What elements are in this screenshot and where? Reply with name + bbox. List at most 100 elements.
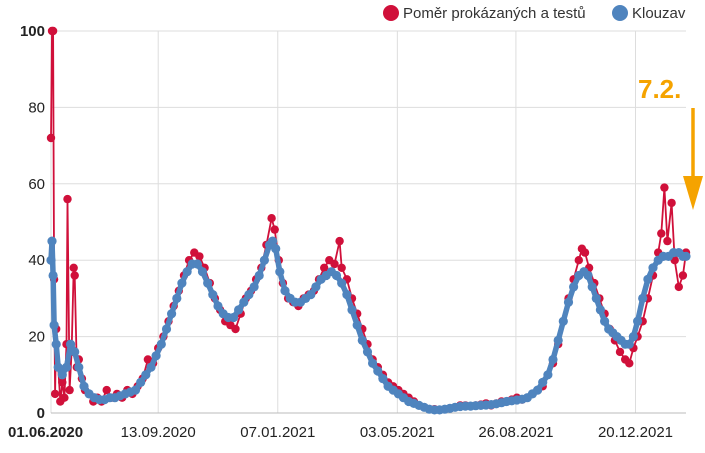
data-point-1-5 (53, 362, 63, 372)
data-point-1-122 (633, 316, 643, 326)
data-point-1-24 (146, 362, 156, 372)
data-point-1-21 (130, 385, 141, 395)
data-point-0-119 (580, 248, 590, 257)
data-point-1-46 (259, 255, 269, 265)
data-point-1-33 (192, 259, 202, 269)
series-1 (46, 236, 691, 415)
data-point-1-31 (182, 267, 192, 277)
data-point-1-120 (624, 339, 634, 349)
data-point-1-132 (681, 251, 691, 261)
data-point-1-22 (136, 377, 146, 387)
data-point-1-6 (57, 370, 67, 380)
data-point-0-57 (270, 225, 279, 234)
data-point-1-26 (156, 339, 166, 349)
data-point-1-49 (271, 244, 281, 254)
data-point-1-65 (352, 320, 362, 330)
data-point-1-111 (587, 282, 597, 292)
annotation-arrow-head (683, 176, 703, 210)
data-point-1-28 (167, 309, 177, 319)
data-point-1-25 (151, 351, 161, 361)
data-point-1-41 (234, 305, 244, 315)
data-point-1-64 (347, 305, 357, 315)
data-point-1-125 (648, 263, 658, 273)
annotation-label: 7.2. (638, 74, 681, 104)
data-point-0-136 (660, 183, 669, 192)
data-point-1-48 (268, 236, 278, 246)
data-point-1-66 (357, 335, 367, 345)
data-point-1-107 (569, 282, 579, 292)
x-tick-label-0: 01.06.2020 (8, 424, 83, 441)
x-tick-label-5: 20.12.2021 (598, 424, 673, 441)
data-point-0-135 (657, 229, 666, 238)
data-point-1-123 (638, 293, 648, 303)
y-tick-label-20: 20 (28, 329, 45, 346)
data-point-1-30 (177, 278, 187, 288)
data-point-0-137 (663, 236, 672, 246)
data-point-1-105 (558, 316, 568, 326)
data-point-1-103 (548, 354, 558, 365)
data-point-1-23 (141, 370, 151, 380)
data-point-0-138 (667, 198, 676, 208)
data-point-1-113 (595, 305, 606, 315)
data-point-0-4 (50, 389, 60, 399)
data-point-0-67 (320, 263, 329, 272)
data-point-0-140 (674, 282, 683, 292)
data-point-0-117 (574, 256, 583, 265)
y-tick-label-60: 60 (28, 176, 45, 193)
x-tick-label-2: 07.01.2021 (240, 424, 315, 441)
data-point-1-106 (563, 297, 574, 307)
data-point-1-9 (70, 347, 80, 357)
data-point-0-2 (48, 26, 58, 36)
data-point-0-42 (195, 252, 204, 261)
x-tick-label-4: 26.08.2021 (478, 424, 553, 441)
data-point-0-24 (102, 385, 111, 395)
data-point-1-34 (197, 267, 208, 277)
y-tick-label-40: 40 (28, 252, 45, 269)
data-point-1-29 (172, 293, 182, 303)
data-point-1-43 (244, 290, 254, 300)
data-point-1-62 (337, 278, 347, 288)
data-point-1-4 (51, 339, 61, 349)
data-point-1-51 (280, 286, 290, 296)
data-point-0-14 (69, 263, 78, 272)
data-point-0-126 (615, 347, 625, 357)
data-point-0-71 (337, 263, 346, 272)
data-point-0-11 (63, 194, 72, 204)
data-point-1-36 (208, 290, 218, 300)
data-point-1-56 (306, 290, 316, 300)
y-axis: 0 20 40 60 80 100 (20, 23, 45, 422)
data-point-0-128 (625, 359, 634, 368)
data-point-1-35 (203, 278, 213, 288)
data-point-1-50 (275, 267, 285, 277)
data-point-1-27 (161, 324, 172, 334)
series-layer (46, 26, 691, 415)
data-point-0-69 (330, 259, 339, 269)
x-tick-label-1: 13.09.2020 (121, 424, 196, 441)
y-tick-label-100: 100 (20, 23, 45, 40)
data-point-1-45 (254, 270, 264, 281)
data-point-1-110 (583, 270, 593, 281)
data-point-1-114 (600, 316, 610, 326)
x-tick-label-3: 03.05.2021 (360, 424, 435, 441)
data-point-0-56 (267, 214, 276, 223)
data-point-1-1 (47, 236, 57, 246)
data-point-0-15 (70, 271, 79, 280)
data-point-1-7 (61, 362, 72, 372)
data-point-1-0 (46, 255, 56, 265)
legend-swatch-blue (612, 5, 628, 21)
data-point-0-70 (335, 236, 344, 246)
x-axis: 01.06.2020 13.09.2020 07.01.2021 03.05.2021… (8, 412, 686, 441)
data-point-1-69 (373, 366, 383, 376)
data-point-0-8 (58, 378, 67, 387)
data-point-1-121 (628, 332, 639, 342)
legend: Poměr prokázaných a testů Klouzav (383, 5, 686, 22)
data-point-1-11 (79, 381, 89, 391)
data-point-1-37 (213, 301, 223, 311)
data-point-1-104 (553, 335, 563, 345)
legend-label-klouzav: Klouzav (632, 5, 686, 22)
y-tick-label-80: 80 (28, 99, 45, 116)
data-point-1-8 (66, 339, 76, 349)
data-point-1-112 (591, 293, 601, 303)
data-point-1-102 (543, 370, 553, 380)
